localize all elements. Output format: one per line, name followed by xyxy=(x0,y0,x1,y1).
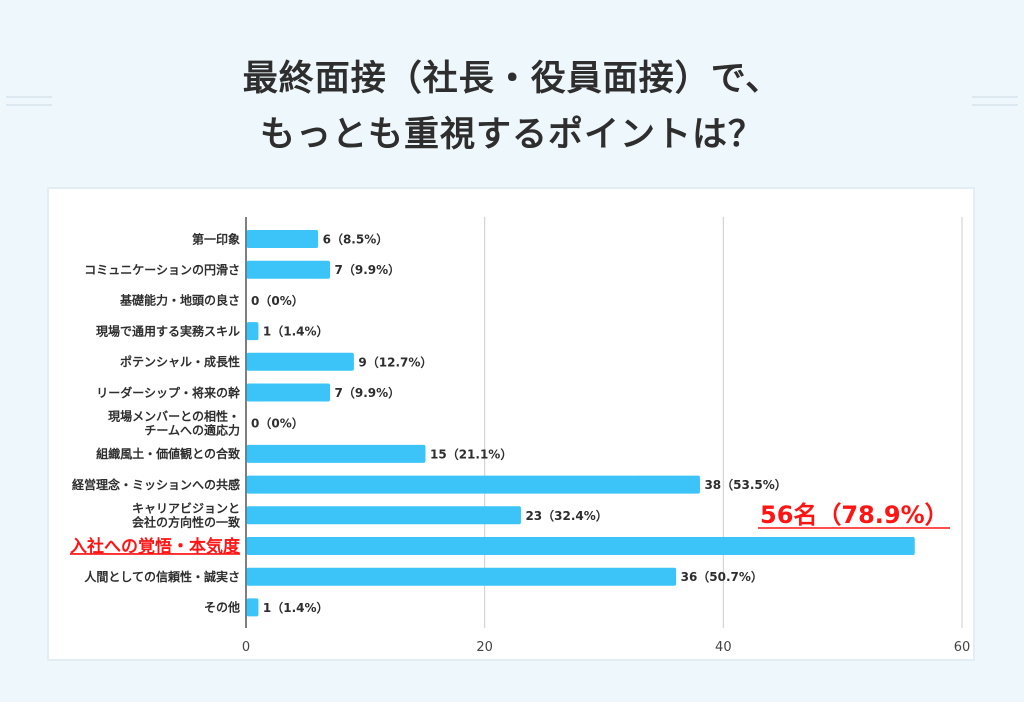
data-label: 38（53.5%） xyxy=(704,477,786,492)
bar xyxy=(246,444,426,463)
bar xyxy=(246,352,354,371)
category-label-line: 人間としての信頼性・誠実さ xyxy=(84,569,240,584)
category-label: コミュニケーションの円滑さ xyxy=(84,262,240,277)
category-label: キャリアビジョンと会社の方向性の一致 xyxy=(132,501,241,530)
chart-title-line2: もっとも重視するポイントは？ xyxy=(259,115,764,155)
data-label: 0（0%） xyxy=(251,416,304,431)
category-label: 入社への覚悟・本気度 xyxy=(70,536,241,557)
category-label-line: キャリアビジョンと xyxy=(132,501,240,516)
category-label: 経営理念・ミッションへの共感 xyxy=(72,477,240,492)
category-label-line: 現場メンバーとの相性・ xyxy=(108,409,240,424)
bar xyxy=(246,260,331,279)
category-label-line: 組織風土・価値観との合致 xyxy=(96,446,241,461)
decor-line xyxy=(972,96,1018,98)
bar xyxy=(246,537,915,555)
x-tick-label: 0 xyxy=(242,640,250,655)
category-label-line: 経営理念・ミッションへの共感 xyxy=(72,477,240,492)
data-label: 23（32.4%） xyxy=(525,508,607,523)
bar xyxy=(246,506,521,525)
data-label: 7（9.9%） xyxy=(335,385,401,400)
category-label-line: 現場で通用する実務スキル xyxy=(96,323,240,338)
data-label: 6（8.5%） xyxy=(323,232,389,247)
category-label-line: 基礎能力・地頭の良さ xyxy=(119,293,240,308)
data-label: 1（1.4%） xyxy=(263,600,329,615)
category-label-line: 第一印象 xyxy=(192,231,240,246)
decor-line xyxy=(972,104,1018,106)
x-tick-label: 20 xyxy=(476,640,493,655)
x-tick-label: 40 xyxy=(715,640,732,655)
category-label-line: 会社の方向性の一致 xyxy=(132,515,241,530)
data-label: 0（0%） xyxy=(251,293,304,308)
category-label-line: ポテンシャル・成長性 xyxy=(120,354,240,369)
category-label: 現場メンバーとの相性・チームへの適応力 xyxy=(108,409,240,438)
data-label: 9（12.7%） xyxy=(358,354,432,369)
category-label: 第一印象 xyxy=(192,231,240,246)
category-label-line: コミュニケーションの円滑さ xyxy=(84,262,240,277)
category-label-line: リーダーシップ・将来の幹 xyxy=(96,385,241,400)
bar xyxy=(246,567,677,586)
bar xyxy=(246,322,259,341)
highlight-annotation: 56名（78.9%） xyxy=(760,501,949,529)
category-label: リーダーシップ・将来の幹 xyxy=(96,385,241,400)
bar xyxy=(246,383,331,402)
category-label: ポテンシャル・成長性 xyxy=(120,354,240,369)
chart-title-line1: 最終面接（社長・役員面接）で、 xyxy=(242,59,782,99)
data-label: 15（21.1%） xyxy=(430,446,512,461)
category-label-line: その他 xyxy=(204,600,240,615)
category-label: 組織風土・価値観との合致 xyxy=(96,446,241,461)
bar xyxy=(246,475,700,494)
decor-line xyxy=(6,104,52,106)
bar xyxy=(246,598,259,617)
data-label: 1（1.4%） xyxy=(263,324,329,339)
category-label: その他 xyxy=(204,600,240,615)
bar xyxy=(246,230,319,248)
x-tick-label: 60 xyxy=(954,640,971,655)
data-label: 36（50.7%） xyxy=(681,569,763,584)
category-label: 人間としての信頼性・誠実さ xyxy=(84,569,240,584)
category-label-line: 入社への覚悟・本気度 xyxy=(70,536,241,557)
category-label: 基礎能力・地頭の良さ xyxy=(119,293,240,308)
decor-line xyxy=(6,96,52,98)
data-label: 7（9.9%） xyxy=(335,262,401,277)
category-label: 現場で通用する実務スキル xyxy=(96,323,240,338)
category-label-line: チームへの適応力 xyxy=(144,423,240,438)
